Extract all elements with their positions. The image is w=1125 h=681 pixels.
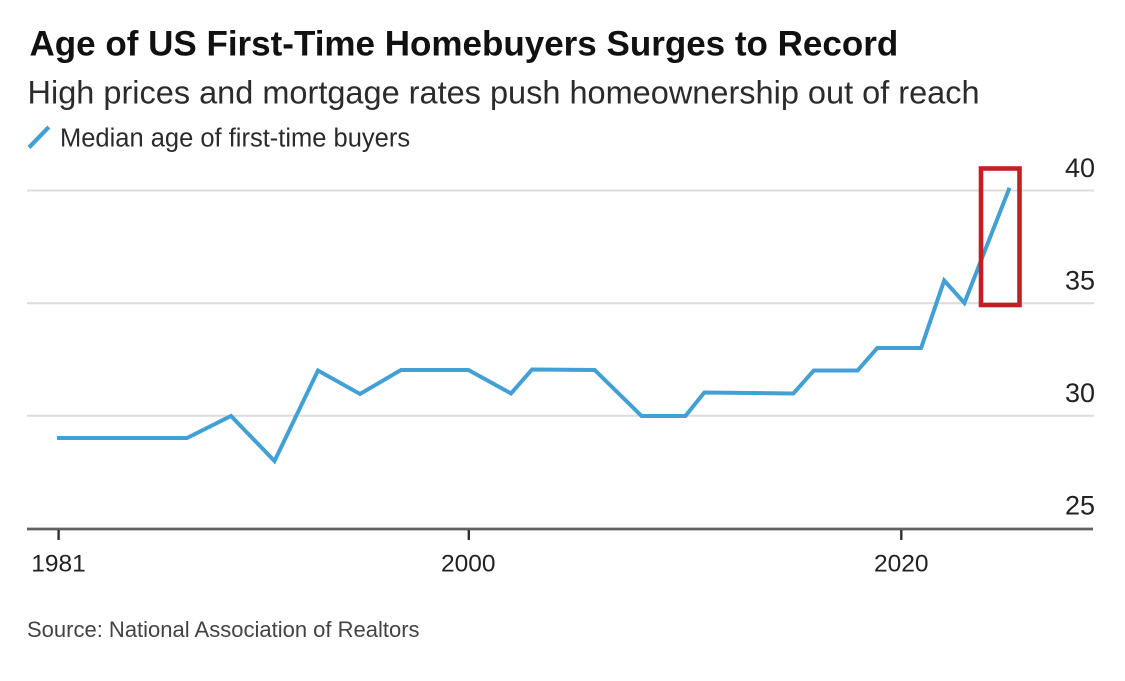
- svg-text:High prices and mortgage rates: High prices and mortgage rates push home…: [28, 74, 980, 110]
- svg-text:35: 35: [1065, 266, 1095, 296]
- svg-text:2020: 2020: [874, 550, 929, 577]
- svg-text:25: 25: [1065, 491, 1095, 521]
- svg-text:Age of US First-Time Homebuyer: Age of US First-Time Homebuyers Surges t…: [30, 25, 899, 64]
- svg-text:Median age of first-time buyer: Median age of first-time buyers: [60, 124, 410, 152]
- svg-text:30: 30: [1065, 378, 1095, 408]
- svg-text:Source: National Association o: Source: National Association of Realtors: [27, 617, 420, 642]
- svg-text:1981: 1981: [31, 550, 86, 577]
- svg-text:40: 40: [1065, 153, 1095, 183]
- svg-text:2000: 2000: [441, 550, 496, 577]
